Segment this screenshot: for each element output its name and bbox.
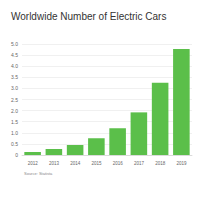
svg-text:2.5: 2.5	[11, 97, 18, 103]
svg-text:2016: 2016	[113, 161, 124, 166]
svg-text:1.0: 1.0	[11, 130, 18, 136]
svg-text:3.5: 3.5	[11, 74, 18, 80]
svg-text:0: 0	[15, 152, 18, 158]
svg-text:2014: 2014	[70, 161, 81, 166]
svg-text:2018: 2018	[155, 161, 166, 166]
svg-text:2017: 2017	[134, 161, 145, 166]
svg-text:2.0: 2.0	[11, 108, 18, 114]
svg-text:Worldwide Number of Electric C: Worldwide Number of Electric Cars	[11, 11, 166, 22]
svg-text:4.0: 4.0	[11, 63, 18, 69]
svg-text:2015: 2015	[91, 161, 102, 166]
svg-text:2013: 2013	[49, 161, 60, 166]
svg-text:0.5: 0.5	[11, 141, 18, 147]
svg-text:5.0: 5.0	[11, 41, 18, 47]
svg-text:4.5: 4.5	[11, 52, 18, 58]
svg-text:1.5: 1.5	[11, 119, 18, 125]
svg-text:3.0: 3.0	[11, 85, 18, 91]
svg-text:2012: 2012	[28, 161, 39, 166]
svg-text:Source: Statista: Source: Statista	[24, 171, 53, 176]
svg-text:2019: 2019	[176, 161, 187, 166]
